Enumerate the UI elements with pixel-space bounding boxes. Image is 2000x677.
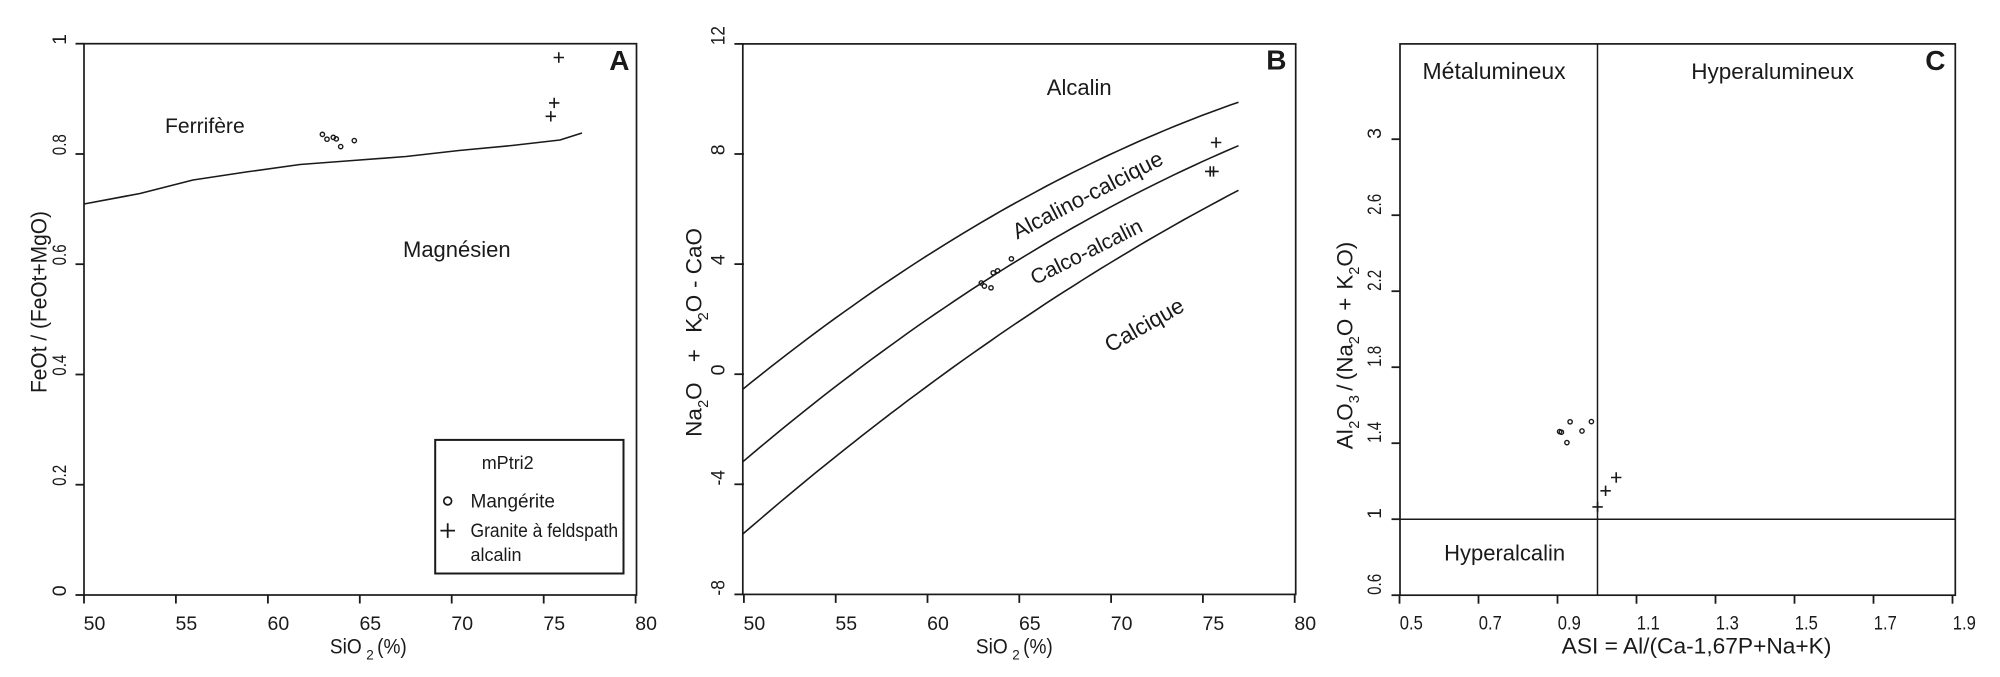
svg-text:+: + (682, 349, 707, 362)
svg-text:1: 1 (1364, 508, 1386, 519)
svg-text:CaO: CaO (682, 228, 707, 274)
svg-text:1.1: 1.1 (1637, 612, 1660, 634)
svg-text:2: 2 (1012, 648, 1020, 663)
svg-text:1.3: 1.3 (1716, 612, 1739, 634)
svg-text:): ) (1333, 242, 1358, 249)
svg-text:0.2: 0.2 (49, 465, 71, 486)
svg-text:0: 0 (708, 364, 730, 375)
svg-text:Na: Na (682, 408, 707, 437)
svg-text:Mangérite: Mangérite (471, 492, 556, 513)
svg-text:55: 55 (835, 613, 857, 635)
svg-text:B: B (1266, 45, 1286, 76)
svg-text:1.8: 1.8 (1364, 346, 1386, 367)
svg-text:A: A (609, 45, 629, 76)
svg-text:SiO: SiO (330, 636, 362, 659)
svg-text:K: K (682, 318, 707, 333)
svg-text:2: 2 (1347, 267, 1363, 275)
svg-text:0.4: 0.4 (49, 355, 71, 376)
svg-text:(%): (%) (1023, 636, 1053, 659)
svg-text:mPtri2: mPtri2 (482, 453, 534, 473)
svg-text:3: 3 (1364, 128, 1386, 139)
svg-text:Na: Na (1333, 344, 1358, 373)
svg-text:Al: Al (1333, 429, 1358, 449)
svg-text:55: 55 (176, 613, 198, 635)
svg-text:65: 65 (1019, 613, 1041, 635)
svg-text:50: 50 (84, 613, 106, 635)
svg-text:FeOt / (FeOt+MgO): FeOt / (FeOt+MgO) (27, 211, 52, 393)
svg-text:0.6: 0.6 (1364, 574, 1386, 595)
svg-text:0: 0 (49, 585, 71, 596)
svg-text:/: / (1333, 384, 1358, 391)
svg-text:-4: -4 (708, 470, 730, 486)
svg-text:2: 2 (1347, 336, 1363, 344)
svg-text:0.5: 0.5 (1400, 612, 1423, 634)
svg-text:Hyperalcalin: Hyperalcalin (1444, 541, 1565, 566)
svg-text:80: 80 (635, 613, 657, 635)
svg-text:alcalin: alcalin (471, 545, 522, 565)
svg-text:60: 60 (268, 613, 290, 635)
svg-text:+: + (1333, 298, 1358, 311)
svg-text:1.7: 1.7 (1874, 612, 1897, 634)
svg-text:(%): (%) (377, 636, 407, 659)
svg-text:2.2: 2.2 (1364, 270, 1386, 291)
svg-text:65: 65 (359, 613, 381, 635)
svg-text:60: 60 (927, 613, 949, 635)
svg-text:O: O (1333, 319, 1358, 336)
svg-text:O: O (682, 382, 707, 400)
svg-text:Granite à feldspath: Granite à feldspath (471, 521, 619, 542)
svg-text:K: K (1333, 275, 1358, 290)
svg-text:1.9: 1.9 (1953, 612, 1976, 634)
svg-text:2.6: 2.6 (1364, 194, 1386, 215)
svg-text:Hyperalumineux: Hyperalumineux (1691, 59, 1854, 84)
svg-text:1.4: 1.4 (1364, 422, 1386, 443)
svg-text:2: 2 (1347, 421, 1363, 429)
svg-text:C: C (1925, 45, 1945, 76)
svg-text:80: 80 (1294, 613, 1316, 635)
svg-text:(: ( (1333, 372, 1358, 380)
svg-text:Alcalin: Alcalin (1047, 75, 1112, 100)
svg-text:0.7: 0.7 (1479, 612, 1502, 634)
svg-text:0.8: 0.8 (49, 134, 71, 155)
svg-text:ASI = Al/(Ca-1,67P+Na+K): ASI = Al/(Ca-1,67P+Na+K) (1562, 634, 1832, 659)
svg-text:1: 1 (49, 34, 71, 45)
svg-text:Magnésien: Magnésien (403, 237, 511, 262)
svg-text:O: O (1333, 403, 1358, 420)
svg-text:O: O (1333, 249, 1358, 266)
svg-text:50: 50 (744, 613, 766, 635)
svg-text:2: 2 (696, 312, 712, 320)
svg-text:3: 3 (1347, 395, 1363, 403)
svg-text:8: 8 (708, 144, 730, 155)
svg-text:75: 75 (1203, 613, 1225, 635)
svg-text:2: 2 (366, 648, 374, 663)
svg-text:2: 2 (696, 400, 712, 408)
svg-text:O: O (682, 295, 707, 313)
svg-text:Métalumineux: Métalumineux (1423, 58, 1567, 84)
svg-text:75: 75 (543, 613, 565, 635)
svg-text:-: - (682, 281, 707, 289)
svg-text:SiO: SiO (976, 636, 1008, 659)
svg-text:0.6: 0.6 (49, 244, 71, 265)
svg-text:1.5: 1.5 (1795, 612, 1818, 634)
svg-text:0.9: 0.9 (1558, 612, 1581, 634)
svg-text:Ferrifère: Ferrifère (165, 115, 245, 138)
svg-text:70: 70 (1111, 613, 1133, 635)
svg-text:70: 70 (451, 613, 473, 635)
svg-text:12: 12 (708, 26, 730, 45)
svg-text:4: 4 (708, 254, 730, 265)
svg-text:-8: -8 (708, 580, 730, 596)
